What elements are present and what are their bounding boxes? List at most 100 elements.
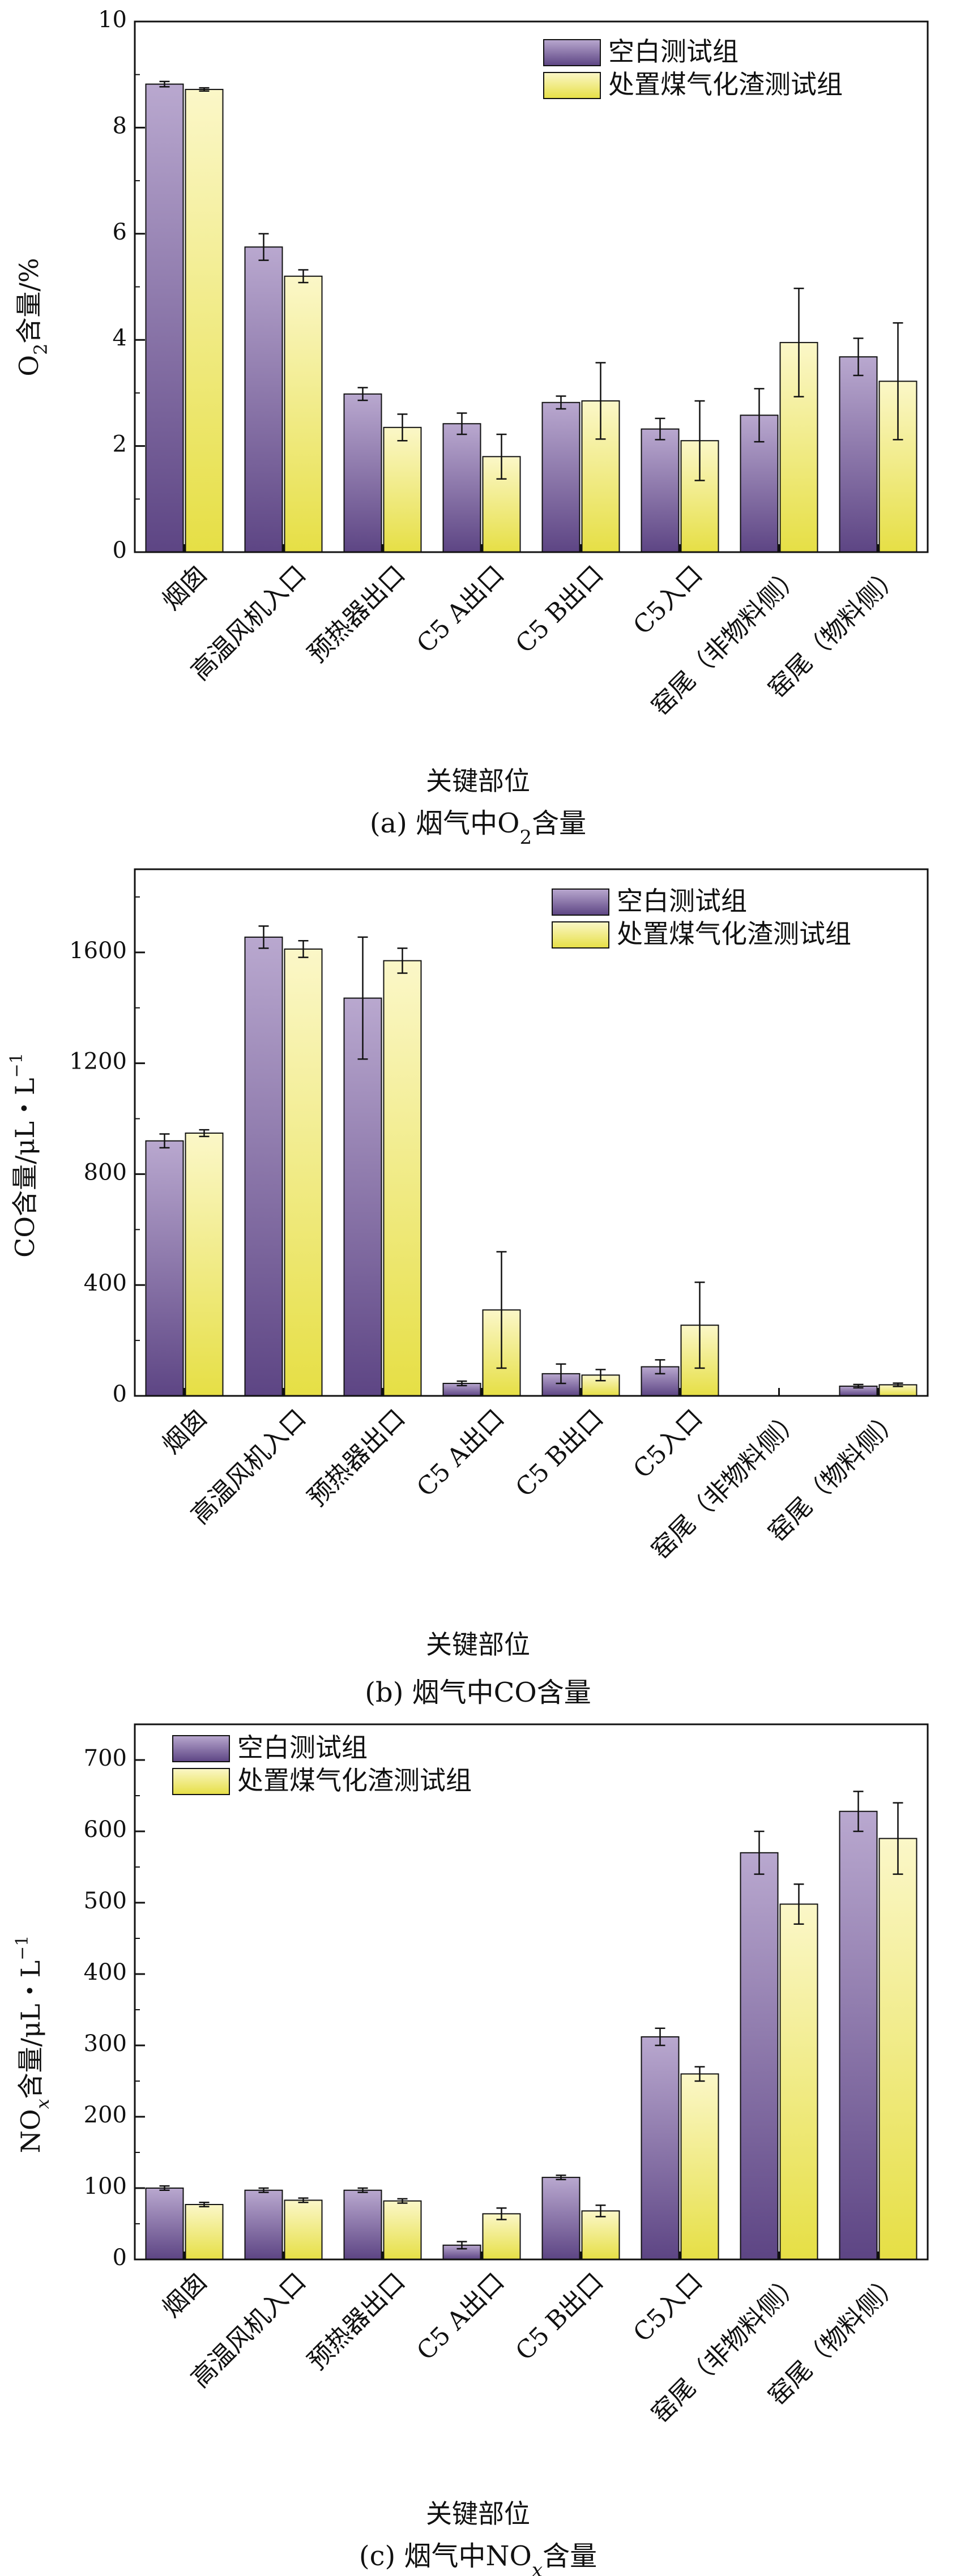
legend-label-b-1: 处置煤气化渣测试组 xyxy=(617,919,851,949)
category-label-b: C5入口 xyxy=(628,1404,709,1484)
y-axis-title-c-sub: x xyxy=(32,2099,53,2109)
caption-a-sub: 2 xyxy=(520,826,532,849)
bar-a-treated-0 xyxy=(185,88,224,553)
bar-a-blank-2 xyxy=(343,393,382,553)
caption-c-main: (c) 烟气中NO xyxy=(359,2540,532,2572)
category-label-c: C5 B出口 xyxy=(510,2267,609,2366)
legend-label-c-0: 空白测试组 xyxy=(237,1732,368,1763)
y-axis-title-c: NOx含量/μL・L−1 xyxy=(12,1936,53,2154)
y-axis-title-c-sup: −1 xyxy=(12,1936,32,1960)
bar-a-treated-2 xyxy=(383,426,422,553)
bar-a-blank-7 xyxy=(839,356,878,553)
svg-text:O2含量/%: O2含量/% xyxy=(14,258,52,376)
category-label-a: C5入口 xyxy=(628,560,709,640)
caption-a-main: (a) 烟气中O xyxy=(370,808,520,839)
bar-a-blank-0 xyxy=(145,83,184,553)
category-label-a: C5 B出口 xyxy=(510,560,609,659)
bar-a-treated-1 xyxy=(284,275,323,553)
y-axis-title-b-sup: −1 xyxy=(7,1053,27,1078)
bars-a xyxy=(145,80,917,553)
category-label-c: 预热器出口 xyxy=(302,2267,411,2376)
bar-c-treated-6 xyxy=(779,1903,818,2260)
category-label-b: C5 B出口 xyxy=(510,1404,609,1503)
y-tick-label-a: 6 xyxy=(113,219,127,245)
category-label-c: 烟囱 xyxy=(157,2267,212,2323)
bar-c-blank-2 xyxy=(343,2189,382,2261)
plot-frame-b xyxy=(134,868,929,1397)
y-tick-label-c: 300 xyxy=(84,2031,127,2057)
y-axis-title-b-main: CO含量/μL・L xyxy=(10,1078,40,1257)
bar-c-blank-5 xyxy=(641,2036,680,2260)
y-tick-label-b: 1600 xyxy=(69,938,127,964)
bar-a-blank-3 xyxy=(442,423,481,553)
y-tick-label-b: 800 xyxy=(84,1159,127,1185)
bar-c-treated-1 xyxy=(284,2199,323,2260)
y-axis-title-a-main: O xyxy=(14,355,44,377)
bar-c-treated-3 xyxy=(482,2213,521,2261)
category-label-a: C5 A出口 xyxy=(411,560,510,659)
legend-label-c-1: 处置煤气化渣测试组 xyxy=(237,1765,472,1796)
y-tick-label-a: 8 xyxy=(113,113,127,139)
bar-c-blank-4 xyxy=(541,2177,581,2261)
y-tick-label-c: 500 xyxy=(84,1888,127,1914)
legend-swatch-c-0 xyxy=(172,1735,230,1762)
y-axis-title-a: O2含量/% xyxy=(14,258,52,376)
legend-swatch-c-1 xyxy=(172,1768,230,1795)
y-tick-label-c: 100 xyxy=(84,2173,127,2199)
bar-a-blank-5 xyxy=(641,428,680,553)
y-tick-label-a: 10 xyxy=(98,7,127,33)
bar-b-treated-2 xyxy=(383,960,422,1397)
legend-swatch-a-0 xyxy=(543,39,601,66)
caption-c-rest: 含量 xyxy=(543,2540,597,2572)
bar-c-blank-1 xyxy=(244,2189,283,2261)
y-tick-label-b: 400 xyxy=(84,1270,127,1296)
caption-c-sub: x xyxy=(532,2559,543,2576)
bar-c-blank-6 xyxy=(740,1852,779,2261)
bar-c-treated-7 xyxy=(878,1838,917,2261)
category-label-b: 预热器出口 xyxy=(302,1404,411,1513)
bar-c-blank-7 xyxy=(839,1810,878,2260)
y-tick-label-a: 4 xyxy=(113,325,127,351)
category-label-c: C5入口 xyxy=(628,2267,709,2348)
bar-c-treated-4 xyxy=(581,2210,620,2261)
y-tick-label-a: 0 xyxy=(113,537,127,563)
caption-b: (b) 烟气中CO含量 xyxy=(365,1677,591,1708)
y-tick-label-c: 400 xyxy=(84,1959,127,1985)
svg-text:NOx含量/μL・L−1: NOx含量/μL・L−1 xyxy=(12,1936,53,2154)
y-tick-label-a: 2 xyxy=(113,432,127,458)
bar-c-treated-5 xyxy=(680,2073,719,2260)
x-axis-title-b: 关键部位 xyxy=(426,1629,530,1660)
y-tick-label-c: 600 xyxy=(84,1817,127,1843)
bars-b xyxy=(145,925,917,1397)
legend-swatch-b-0 xyxy=(552,888,609,916)
bar-b-treated-0 xyxy=(185,1132,224,1397)
bars-c xyxy=(145,1791,917,2261)
y-axis-title-c-rest: 含量/μL・L xyxy=(15,1960,46,2099)
caption-a: (a) 烟气中O2含量 xyxy=(370,808,586,849)
ticks-b: 0 400 800 1200 1600 xyxy=(69,868,929,1407)
category-label-a: 预热器出口 xyxy=(302,560,411,669)
y-axis-title-a-sub: 2 xyxy=(30,344,52,355)
caption-a-rest: 含量 xyxy=(532,808,586,839)
x-axis-title-a: 关键部位 xyxy=(426,766,530,796)
category-label-c: C5 A出口 xyxy=(411,2267,510,2366)
ticks-a: 0 2 4 6 8 10 xyxy=(98,7,929,563)
y-axis-title-c-main: NO xyxy=(15,2109,46,2153)
bar-b-blank-0 xyxy=(145,1140,184,1396)
bar-c-blank-0 xyxy=(145,2188,184,2260)
y-axis-title-a-rest: 含量/% xyxy=(14,258,44,343)
y-tick-label-c: 700 xyxy=(84,1745,127,1771)
y-tick-label-b: 1200 xyxy=(69,1049,127,1075)
legend-label-b-0: 空白测试组 xyxy=(617,886,747,916)
bar-a-blank-1 xyxy=(244,246,283,553)
